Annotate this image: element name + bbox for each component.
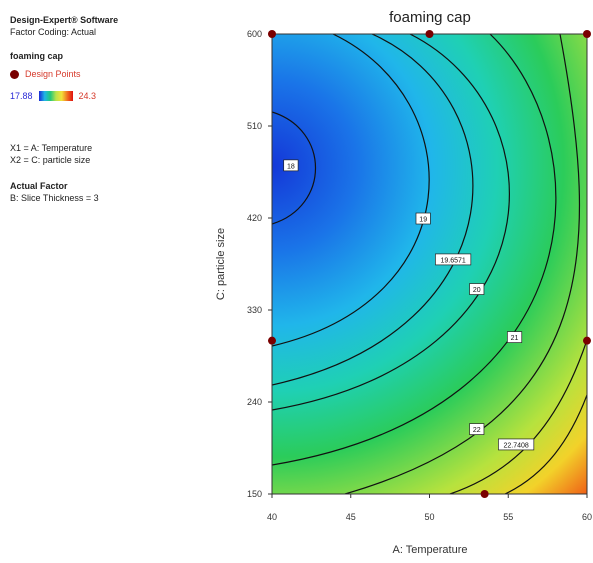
legend-panel: Design-Expert® Software Factor Coding: A…	[10, 14, 210, 204]
y-axis-label: C: particle size	[215, 228, 227, 300]
contour-line	[449, 339, 587, 494]
software-name: Design-Expert® Software	[10, 15, 119, 25]
color-range-legend: 17.88 24.3	[10, 90, 210, 102]
contour-label: 21	[511, 335, 519, 342]
axis-ticks: 40 45 50 55 60 150 240 330 420 510 600	[247, 29, 592, 522]
y-tick-label: 240	[247, 397, 262, 407]
x-tick-label: 50	[424, 512, 434, 522]
contour-line	[272, 111, 316, 225]
contour-line	[272, 34, 474, 386]
contour-line	[272, 34, 557, 466]
contour-label-box	[435, 253, 472, 266]
y-tick-label: 510	[247, 121, 262, 131]
contour-fill	[272, 34, 587, 494]
contour-labels: 18 19 19.6571 20 21 22 22.7408	[283, 159, 535, 451]
actual-factor-title: Actual Factor	[10, 181, 68, 191]
x2-definition: X2 = C: particle size	[10, 155, 91, 165]
contour-line	[344, 34, 581, 494]
x1-definition: X1 = A: Temperature	[10, 143, 93, 153]
contour-label: 19.6571	[440, 257, 465, 264]
x-tick-label: 45	[346, 512, 356, 522]
contour-label-box	[283, 159, 299, 172]
response-name: foaming cap	[10, 51, 64, 61]
x-tick-label: 60	[582, 512, 592, 522]
design-point	[425, 30, 434, 38]
design-point	[583, 30, 591, 38]
contour-label: 22.7408	[503, 442, 528, 449]
contour-label-box	[498, 438, 535, 451]
contour-label: 22	[473, 427, 481, 434]
contour-line	[272, 34, 510, 411]
range-low: 17.88	[10, 91, 33, 101]
x-tick-label: 40	[267, 512, 277, 522]
contour-label: 19	[419, 217, 427, 224]
contour-label-box	[507, 331, 523, 343]
contour-label: 18	[287, 163, 295, 170]
design-points	[268, 30, 591, 498]
range-high: 24.3	[78, 91, 97, 101]
factor-coding: Factor Coding: Actual	[10, 27, 97, 37]
x-axis-label: A: Temperature	[392, 544, 467, 556]
design-point-icon	[10, 69, 19, 79]
contour-label: 20	[473, 287, 481, 294]
y-tick-label: 330	[247, 305, 262, 315]
contour-label-box	[469, 423, 485, 435]
chart-title: foaming cap	[389, 9, 471, 26]
design-point	[268, 336, 276, 345]
y-tick-label: 420	[247, 213, 262, 223]
contour-line	[504, 394, 587, 494]
contour-label-box	[469, 283, 485, 295]
design-point	[583, 336, 591, 345]
contour-line	[272, 34, 430, 347]
color-gradient-bar	[38, 91, 73, 101]
design-points-legend: Design Points	[10, 68, 210, 80]
contour-label-box	[415, 212, 431, 225]
x-tick-label: 55	[503, 512, 513, 522]
actual-factor-value: B: Slice Thickness = 3	[10, 193, 99, 203]
design-points-label: Design Points	[25, 69, 81, 79]
y-tick-label: 150	[247, 489, 262, 499]
design-point	[480, 490, 489, 498]
design-point	[268, 30, 276, 38]
y-tick-label: 600	[247, 29, 262, 39]
contour-lines	[272, 34, 587, 494]
